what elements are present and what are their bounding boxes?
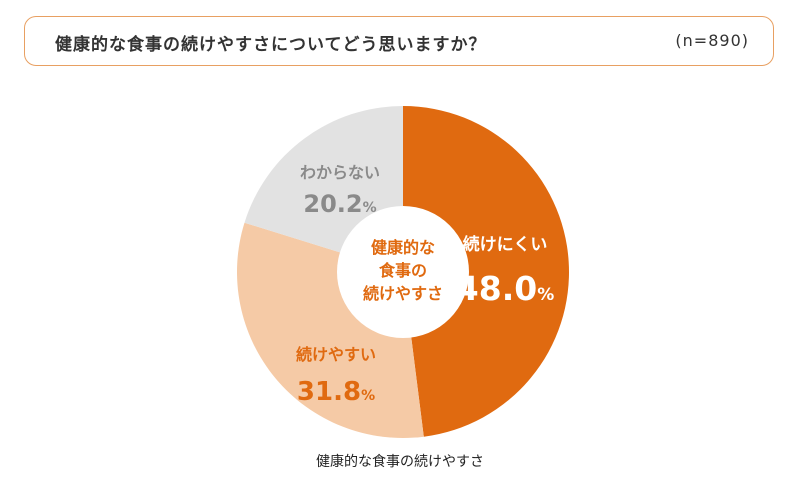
question-box: 健康的な食事の続けやすさについてどう思いますか？ (n=890) <box>24 16 774 66</box>
chart-caption: 健康的な食事の続けやすさ <box>316 454 484 470</box>
center-label-line-3: 続けやすさ <box>363 284 443 303</box>
question-text: 健康的な食事の続けやすさについてどう思いますか？ <box>55 35 487 55</box>
slice-label-1: 続けにくい <box>463 234 548 255</box>
pie-center-hole <box>337 206 469 338</box>
slice-value-1: 48.0% <box>456 269 554 308</box>
slice-label-3: わからない <box>300 163 380 182</box>
slice-value-2: 31.8% <box>297 377 375 407</box>
pie-slice-1 <box>403 106 570 437</box>
center-label-line-1: 健康的な <box>371 238 435 257</box>
slice-value-3: 20.2% <box>303 190 376 218</box>
center-label-line-2: 食事の <box>378 261 427 280</box>
sample-size: (n=890) <box>675 31 749 50</box>
slice-label-2: 続けやすい <box>296 345 376 364</box>
